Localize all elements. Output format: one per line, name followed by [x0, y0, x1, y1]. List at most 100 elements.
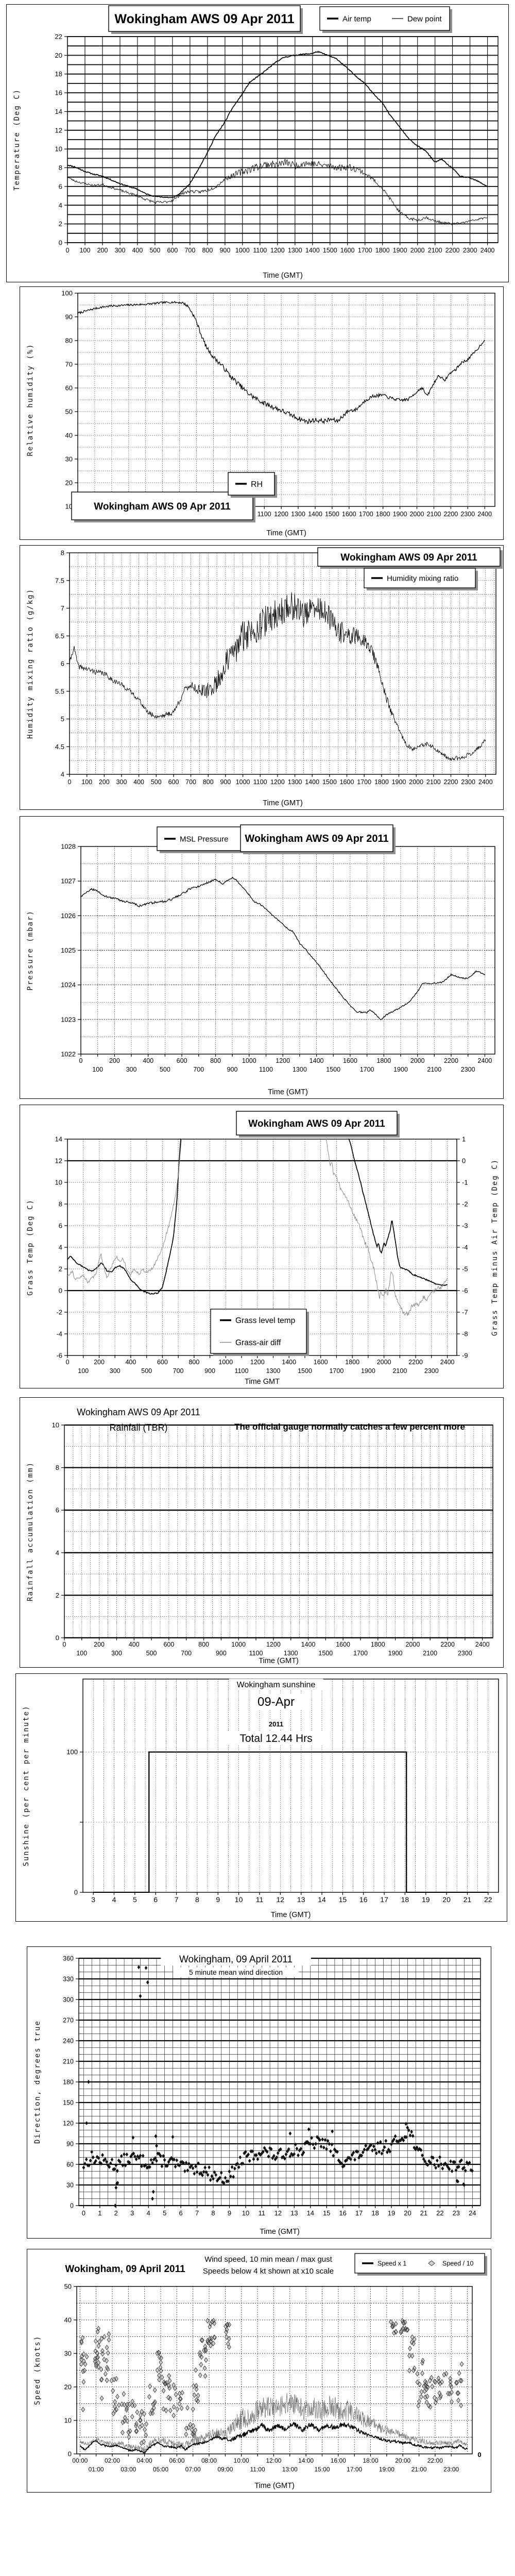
x-tick-label: 500: [141, 1367, 152, 1375]
x-axis: 0100200300400500600700800900100011001200…: [66, 1355, 455, 1375]
x-tick-label: 500: [146, 1650, 157, 1657]
y-tick-label: 10: [65, 503, 73, 511]
legend-box: [354, 2253, 485, 2274]
series-group: [67, 50, 488, 226]
y2-tick-label: -2: [462, 1200, 468, 1208]
y-tick-label: 8: [56, 1464, 59, 1471]
y-tick-label: 120: [63, 2120, 74, 2127]
grid: [77, 293, 495, 507]
x-tick-label: 1000: [218, 1359, 233, 1366]
x-tick-label: 800: [210, 1057, 221, 1064]
y-tick-label: 60: [65, 384, 73, 392]
x-tick-label: 18:00: [363, 2457, 378, 2464]
y-axis-title: Relative humidity (%): [26, 343, 35, 456]
y-tick-label: 16: [55, 89, 62, 97]
series-sunshine-percent: [93, 1751, 488, 1893]
x-tick-label: 12: [274, 2209, 282, 2217]
series-group: [79, 2393, 468, 2454]
y-axis: 0 10 20 30 40 50: [64, 2283, 77, 2458]
x-tick-label: 900: [220, 778, 231, 786]
x-tick-label: 200: [109, 1057, 120, 1064]
x-tick-label: 1100: [253, 778, 267, 786]
y-tick-label: 1024: [61, 981, 76, 989]
y-tick-label: 8: [59, 1200, 62, 1208]
x-tick-label: 1200: [270, 247, 285, 254]
y-tick-label: -2: [56, 1309, 62, 1316]
title-box: [240, 824, 393, 852]
y-tick-label: 6: [56, 1506, 59, 1514]
x-tick-label: 08:00: [201, 2457, 217, 2464]
x-tick-label: 1: [98, 2209, 101, 2217]
x-tick-label: 19:00: [379, 2466, 394, 2473]
grid: [64, 1424, 493, 1639]
y-tick-label: 6.5: [55, 632, 64, 640]
x-tick-label: 19: [422, 1895, 430, 1904]
x-tick-label: 03:00: [121, 2466, 136, 2473]
x-tick-label: 900: [216, 1650, 227, 1657]
x-tick-label: 1800: [345, 1359, 359, 1366]
y-tick-label: 270: [63, 2017, 74, 2024]
y-tick-label: 6: [61, 660, 64, 668]
y-tick-label: 12: [55, 126, 62, 134]
grass-temp-chart-block: -6 -4 -2 0 2 4 6 8 10 12 14 -9 -8 -7 -6 -5 -4 -3 -2 -1 0 1 0 10…: [20, 1105, 504, 1388]
x-tick-label: 20: [404, 2209, 411, 2217]
chart-title-text: Wokingham AWS 09 Apr 2011: [248, 1118, 385, 1129]
x-tick-label: 01:00: [89, 2466, 104, 2473]
chart-title-text: Rainfall (TBR): [109, 1422, 167, 1433]
x-tick-label: 2400: [478, 778, 493, 786]
x-tick-label: 2000: [410, 1057, 425, 1064]
x-tick-label: 10: [235, 1895, 243, 1904]
y-tick-label: 4: [56, 1549, 59, 1556]
y-tick-label: 4: [61, 771, 64, 778]
x-tick-label: 2100: [427, 511, 441, 518]
x-tick-label: 600: [168, 778, 179, 786]
x-tick-label: 18: [401, 1895, 409, 1904]
y-tick-label: 14: [55, 108, 62, 115]
y-tick-label: 50: [65, 408, 73, 416]
x-tick-label: 0: [66, 1359, 70, 1366]
x-tick-label: 8: [195, 1895, 199, 1904]
chart-title-text: Wokingham AWS 09 Apr 2011: [340, 552, 477, 563]
y-tick-label: 300: [63, 1996, 74, 2004]
x-tick-label: 2100: [426, 778, 441, 786]
y-tick-label: 2: [59, 220, 62, 228]
x-tick-label: 17: [355, 2209, 363, 2217]
y-tick-label: -4: [56, 1330, 62, 1338]
x-tick-label: 600: [163, 1641, 174, 1648]
y2-tick-label: -7: [462, 1309, 468, 1316]
msl-pressure-chart: 1022 1023 1024 1025 1026 1027 1028 0 100 200 300 40…: [26, 824, 495, 1096]
x-tick-label: 0: [79, 1057, 83, 1064]
x-tick-label: 21:00: [411, 2466, 427, 2473]
x-tick-label: 1900: [392, 778, 406, 786]
x-tick-label: 2300: [424, 1367, 439, 1375]
y-axis-title: Sunshine (per cent per minute): [22, 1705, 30, 1867]
y-axis-title: Temperature (Deg C): [13, 89, 21, 191]
legend-box: [319, 6, 450, 31]
y-tick-label: 0: [70, 2202, 74, 2210]
y-axis: 0 100: [66, 1748, 83, 1896]
y-tick-label: 210: [63, 2058, 74, 2065]
x-tick-label: 100: [92, 1066, 103, 1073]
x-tick-label: 19: [388, 2209, 395, 2217]
y-axis: 0 30 60 90 120 150 180 210 240 270 300 330 360: [63, 1955, 79, 2210]
x-tick-label: 1200: [270, 778, 285, 786]
x-axis: 0100200300400500600700800900100011001200…: [63, 1638, 490, 1657]
x-tick-label: 22: [436, 2209, 443, 2217]
y-tick-label: 7.5: [55, 577, 64, 584]
wind-speed-chart-block: 0 10 20 30 40 50 00:00 01:00 02:00 03:00 04:00 05:0…: [27, 2249, 491, 2493]
x-tick-label: 1400: [305, 778, 319, 786]
x-tick-label: 1700: [358, 247, 372, 254]
x-tick-label: 500: [151, 778, 162, 786]
series-air-temp: [67, 50, 488, 198]
y-tick-label: 60: [66, 2161, 74, 2168]
x-tick-label: 11:00: [250, 2466, 265, 2473]
x-axis-title: Time (GMT): [271, 1911, 311, 1919]
y-tick-label: 22: [55, 33, 62, 41]
x-tick-label: 1100: [259, 1066, 273, 1073]
x-tick-label: 200: [97, 247, 108, 254]
legend-label: Speed x 1: [377, 2260, 406, 2267]
y-tick-label: 5: [61, 715, 64, 723]
x-tick-label: 2200: [408, 1359, 423, 1366]
x-tick-label: 2300: [458, 1650, 472, 1657]
